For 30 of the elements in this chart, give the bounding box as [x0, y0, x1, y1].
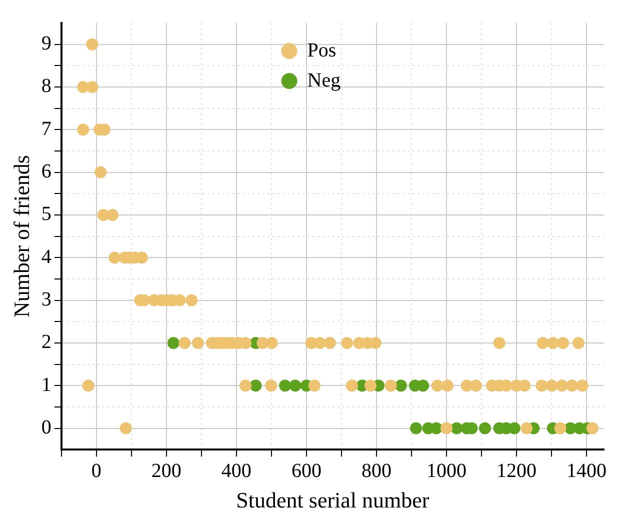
point: [250, 380, 262, 392]
y-tick-label: 3: [41, 288, 52, 311]
point: [167, 336, 180, 349]
x-tick-label: 0: [91, 460, 102, 482]
x-tick-label: 1200: [496, 460, 536, 482]
y-tick-label: 1: [41, 374, 52, 396]
y-tick-label: 7: [41, 118, 52, 140]
point: [394, 380, 407, 392]
y-tick-label: 2: [41, 331, 52, 354]
point: [279, 380, 292, 392]
y-tick-label: 0: [41, 416, 52, 439]
y-tick-label: 5: [41, 203, 52, 226]
point: [289, 380, 302, 392]
x-tick-label: 1400: [566, 460, 606, 482]
y-axis-title: Number of friends: [8, 155, 34, 318]
x-tick-label: 800: [361, 460, 392, 482]
x-tick-label: 600: [291, 460, 322, 482]
x-tick-label: 1000: [426, 460, 466, 482]
y-tick-label: 4: [41, 246, 52, 268]
x-tick-label: 400: [221, 460, 252, 482]
point: [478, 422, 491, 434]
y-tick-label: 6: [41, 160, 52, 183]
legend-label: Pos: [307, 39, 336, 62]
x-axis-title: Student serial number: [236, 488, 430, 513]
x-tick-label: 200: [151, 460, 182, 482]
point: [417, 380, 430, 392]
y-tick-label: 9: [41, 32, 52, 55]
point: [410, 422, 422, 434]
y-tick-label: 8: [41, 75, 52, 98]
legend-label: Neg: [307, 69, 341, 92]
